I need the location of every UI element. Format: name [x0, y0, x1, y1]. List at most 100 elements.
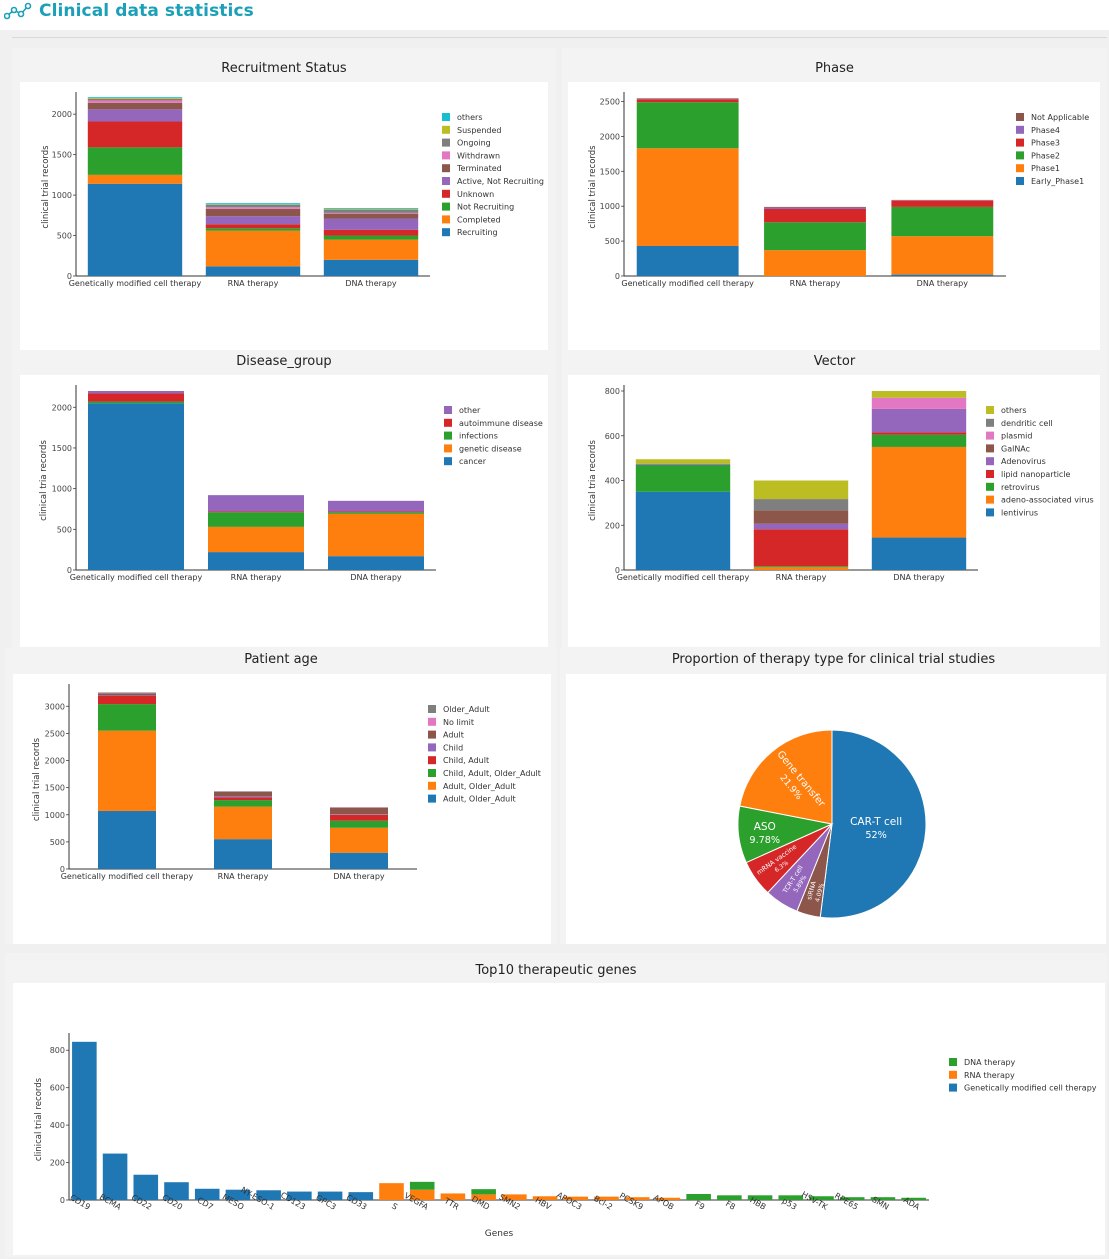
bar-segment-adenovirus: [871, 408, 967, 433]
bar-segment-adeno-associated-virus: [753, 567, 849, 570]
legend-label-rna-therapy: RNA therapy: [964, 1071, 1015, 1080]
bar-segment-dna-therapy: [717, 1195, 742, 1200]
legend-swatch-early-phase1: [1016, 177, 1024, 185]
legend-swatch-child-adult: [428, 756, 436, 765]
bar-segment-child-adult-older-adult: [98, 704, 156, 731]
panel-vector: Vector 0 200 400 600 800 clinical tria record…: [562, 353, 1107, 648]
y-axis-label: clinical trial records: [41, 145, 51, 229]
legend-swatch-phase3: [1016, 138, 1024, 147]
bar-segment-adult-older-adult: [330, 852, 388, 869]
legend-swatch-child: [428, 743, 436, 752]
y-tick-label: 0: [67, 566, 72, 575]
bar-segment-autoimmune-disease: [88, 393, 184, 402]
pie-percent-sirna: 4.09%: [814, 882, 826, 902]
bar-segment-genetically-modified-cell-therapy: [164, 1182, 189, 1200]
bar-segment-cancer: [328, 556, 424, 570]
legend-label-lentivirus: lentivirus: [1001, 508, 1038, 517]
bar-segment-phase2: [891, 206, 994, 237]
bar-segment-active-not-recruiting: [87, 109, 183, 122]
legend-swatch-dna-therapy: [949, 1058, 957, 1066]
legend-swatch-not-recruiting: [442, 202, 450, 211]
chart-title: Phase: [815, 61, 854, 76]
bar-segment-others: [205, 203, 301, 205]
bar-segment-lentivirus: [635, 491, 731, 570]
bar-segment-dendritic-cell: [753, 499, 849, 511]
bar-segment-autoimmune-disease: [208, 511, 304, 513]
bar-segment-child-adult: [330, 814, 388, 821]
x-tick-label: DNA therapy: [893, 573, 945, 582]
legend-swatch-retrovirus: [986, 482, 994, 491]
bar-segment-withdrawn: [87, 100, 183, 103]
y-tick-label: 500: [50, 838, 65, 847]
y-tick-label: 0: [67, 272, 72, 281]
bar-segment-other: [328, 500, 424, 512]
bar-segment-galnac: [753, 510, 849, 524]
y-tick-label: 500: [57, 525, 72, 534]
legend-swatch-lipid-nanoparticle: [986, 470, 994, 478]
bar-segment-rna-therapy: [440, 1193, 466, 1200]
legend-label-not-applicable: Not Applicable: [1031, 113, 1089, 122]
legend-swatch-cancer: [444, 457, 452, 466]
legend-swatch-phase2: [1016, 151, 1024, 160]
bar-segment-unknown: [323, 229, 419, 236]
legend-swatch-recruiting: [442, 228, 450, 237]
legend-swatch-phase4: [1016, 125, 1024, 134]
bar-segment-infections: [328, 512, 424, 514]
bar-segment-suspended: [87, 98, 183, 99]
bar-segment-adeno-associated-virus: [871, 446, 967, 538]
bar-segment-completed: [87, 174, 183, 184]
legend-label-infections: infections: [459, 432, 498, 441]
panel-genes: Top10 therapeutic genes 0 200 400 600 800 cli…: [5, 953, 1107, 1257]
bar-segment-adult-older-adult: [98, 730, 156, 811]
y-tick-label: 1000: [45, 811, 65, 820]
panel-recruitment: Recruitment Status 0 500 1000 1500 2000 clini…: [12, 48, 556, 353]
page-header: Clinical data statistics: [0, 0, 1109, 30]
header-divider: [12, 37, 1107, 38]
x-tick-label: Genetically modified cell therapy: [621, 279, 754, 288]
pie-percent-car-t-cell: 52%: [865, 830, 886, 841]
legend-swatch-older-adult: [428, 705, 436, 713]
x-tick-label: PCSK9: [618, 1191, 645, 1212]
y-tick-label: 0: [60, 1196, 65, 1205]
legend-label-phase4: Phase4: [1031, 126, 1060, 135]
legend-label-terminated: Terminated: [456, 164, 502, 173]
legend-label-phase2: Phase2: [1031, 151, 1060, 160]
legend-label-not-recruiting: Not Recruiting: [457, 203, 514, 212]
bar-segment-completed: [323, 239, 419, 260]
legend-label-child-adult-older-adult: Child, Adult, Older_Adult: [443, 769, 541, 778]
legend-swatch-active-not-recruiting: [442, 177, 450, 185]
legend-label-suspended: Suspended: [457, 126, 501, 135]
chart-title: Proportion of therapy type for clinical …: [671, 652, 996, 667]
legend-label-adult: Adult: [443, 731, 464, 740]
legend-label-phase1: Phase1: [1031, 164, 1060, 173]
legend-swatch-plasmid: [986, 431, 994, 440]
legend-label-genetic-disease: genetic disease: [459, 444, 522, 453]
legend-swatch-dendritic-cell: [986, 418, 994, 427]
bar-segment-active-not-recruiting: [205, 216, 301, 225]
bar-segment-terminated: [87, 102, 183, 110]
bar-segment-infections: [208, 512, 304, 527]
bar-segment-rna-therapy: [532, 1196, 558, 1200]
bar-segment-dna-therapy: [686, 1194, 711, 1200]
bar-segment-dna-therapy: [839, 1197, 865, 1200]
legend-swatch-no-limit: [428, 717, 436, 726]
bar-segment-child: [98, 695, 156, 696]
bar-segment-phase2: [764, 222, 866, 251]
bar-segment-cancer: [88, 403, 184, 570]
bar-segment-other: [88, 391, 184, 394]
bar-segment-recruiting: [205, 266, 301, 276]
bar-segment-others: [871, 391, 967, 398]
bar-segment-rna-therapy: [624, 1197, 650, 1200]
bar-segment-not-applicable: [764, 206, 866, 208]
pie-label-car-t-cell: CAR-T cell: [850, 816, 902, 828]
bar-segment-genetically-modified-cell-therapy: [287, 1191, 312, 1200]
bar-segment-phase2: [636, 102, 739, 149]
bar-segment-rna-therapy: [655, 1197, 681, 1200]
x-tick-label: S: [390, 1201, 399, 1211]
legend-label-recruiting: Recruiting: [457, 228, 498, 237]
legend-label-others: others: [457, 113, 482, 122]
bar-segment-rna-therapy: [471, 1194, 496, 1200]
bar-segment-genetically-modified-cell-therapy: [133, 1174, 159, 1200]
legend-swatch-adeno-associated-virus: [986, 495, 994, 504]
